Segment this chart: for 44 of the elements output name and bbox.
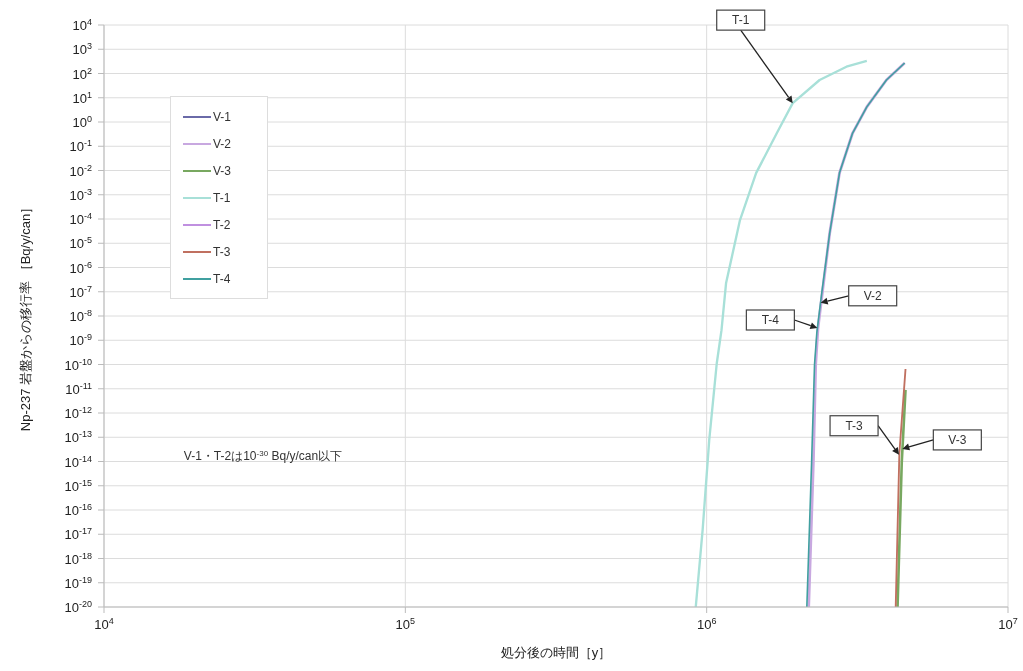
y-tick-label: 10$^{-5}$ <box>69 235 92 252</box>
annotation: T-3 <box>845 418 864 433</box>
y-tick-label: 10$^{-16}$ <box>64 502 92 518</box>
y-tick-label: 10$^{-8}$ <box>69 308 92 324</box>
y-tick-label: 10$^{-13}$ <box>64 429 92 446</box>
y-tick-label: 10$^{-18}$ <box>64 550 92 567</box>
x-tick-label: 10$^{7}$ <box>998 616 1018 632</box>
y-tick-label: 10$^{-15}$ <box>64 477 92 494</box>
y-tick-label: 10$^{0}$ <box>72 114 92 130</box>
y-tick-label: 10$^{-17}$ <box>64 526 92 543</box>
x-tick-label: 10$^{6}$ <box>696 616 717 632</box>
annotation: T-1 <box>732 13 750 28</box>
y-tick-label: 10$^{3}$ <box>72 41 92 58</box>
y-tick-label: 10$^{2}$ <box>72 65 92 82</box>
y-tick-label: 10$^{-11}$ <box>65 380 92 397</box>
y-tick-label: 10$^{-1}$ <box>69 138 92 155</box>
y-tick-label: 10$^{-10}$ <box>64 356 92 373</box>
y-tick-label: 10$^{-9}$ <box>69 332 92 349</box>
y-tick-label: 10$^{-6}$ <box>69 259 92 276</box>
annotation: T-4 <box>761 313 780 327</box>
annotation: V-3 <box>948 432 967 447</box>
x-axis-title: 処分後の時間［y］ <box>500 645 612 660</box>
legend-label: T-1 <box>213 190 231 205</box>
y-tick-label: 10$^{-12}$ <box>64 405 92 421</box>
legend-label: V-3 <box>213 163 232 178</box>
legend-label: T-4 <box>213 271 231 286</box>
y-tick-label: 10$^{-3}$ <box>69 186 92 203</box>
annotation: V-1・T-2は10$^{-30}$Bq/y/can以下 <box>183 448 343 463</box>
y-tick-label: 10$^{-7}$ <box>69 283 92 300</box>
legend-label: T-2 <box>213 217 231 232</box>
y-tick-label: 10$^{-19}$ <box>64 574 92 591</box>
y-tick-label: 10$^{-2}$ <box>69 162 92 179</box>
y-tick-label: 10$^{4}$ <box>72 17 92 33</box>
legend-label: T-3 <box>213 244 231 259</box>
y-axis-title: Np-237 岩盤からの移行率 ［Bq/y/can］ <box>18 200 33 432</box>
y-tick-label: 10$^{-20}$ <box>64 599 92 615</box>
legend-label: V-1 <box>213 109 232 124</box>
y-tick-label: 10$^{1}$ <box>72 89 92 106</box>
y-tick-label: 10$^{-14}$ <box>64 453 92 470</box>
x-tick-label: 10$^{4}$ <box>94 616 114 632</box>
y-tick-label: 10$^{-4}$ <box>69 211 92 227</box>
x-tick-label: 10$^{5}$ <box>395 616 416 632</box>
legend-label: V-2 <box>213 136 232 151</box>
annotation: V-2 <box>863 288 883 303</box>
